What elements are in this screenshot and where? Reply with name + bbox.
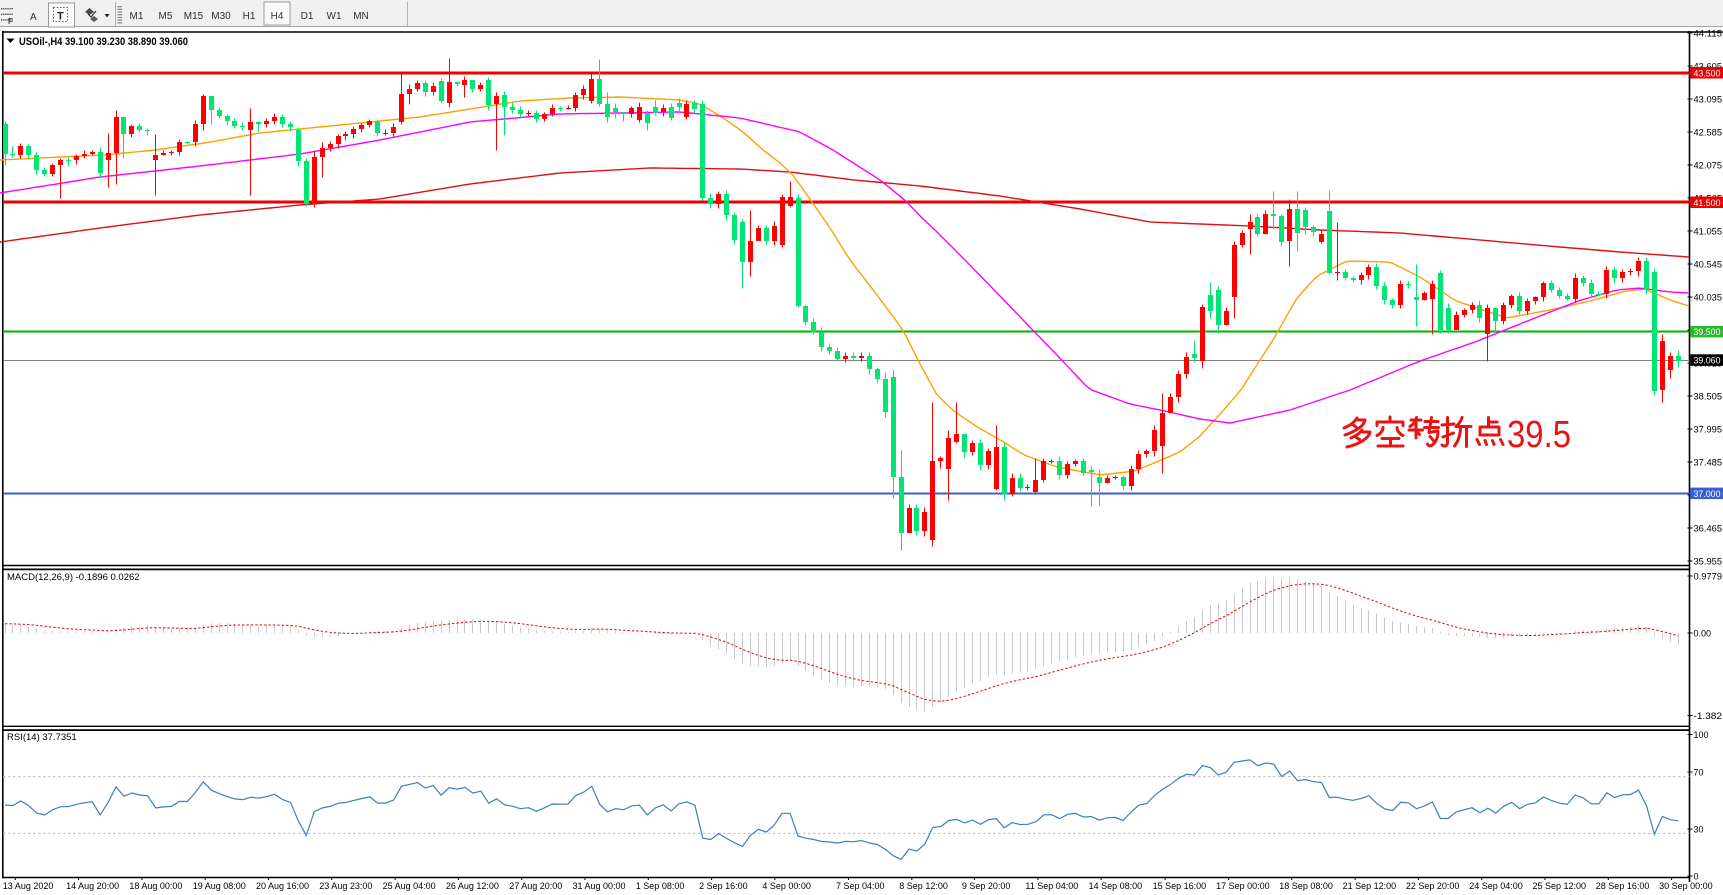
svg-text:40.545: 40.545 [1694, 260, 1723, 270]
svg-text:19 Aug 08:00: 19 Aug 08:00 [193, 881, 246, 891]
svg-text:25 Sep 12:00: 25 Sep 12:00 [1533, 881, 1587, 891]
svg-text:43.095: 43.095 [1694, 95, 1723, 105]
svg-text:100: 100 [1694, 730, 1709, 740]
svg-text:9 Sep 20:00: 9 Sep 20:00 [962, 881, 1011, 891]
svg-text:MACD(12,26,9) -0.1896 0.0262: MACD(12,26,9) -0.1896 0.0262 [7, 572, 140, 583]
svg-text:F: F [8, 17, 13, 26]
svg-text:36.465: 36.465 [1694, 524, 1723, 534]
svg-text:D1: D1 [301, 11, 314, 22]
svg-text:21 Sep 12:00: 21 Sep 12:00 [1343, 881, 1397, 891]
svg-text:39.5: 39.5 [1507, 414, 1571, 456]
svg-text:22 Sep 20:00: 22 Sep 20:00 [1406, 881, 1460, 891]
svg-text:40.035: 40.035 [1694, 293, 1723, 303]
svg-text:0.00: 0.00 [1694, 629, 1712, 639]
svg-text:11 Sep 04:00: 11 Sep 04:00 [1025, 881, 1078, 891]
svg-text:42.585: 42.585 [1694, 128, 1723, 138]
svg-text:41.500: 41.500 [1694, 198, 1721, 208]
svg-text:23 Aug 23:00: 23 Aug 23:00 [319, 881, 372, 891]
svg-text:18 Sep 08:00: 18 Sep 08:00 [1279, 881, 1333, 891]
svg-text:M5: M5 [159, 11, 173, 22]
svg-text:4 Sep 00:00: 4 Sep 00:00 [762, 881, 811, 891]
svg-text:30: 30 [1694, 825, 1704, 835]
svg-text:USOil-,H4 39.100 39.230 38.89: USOil-,H4 39.100 39.230 38.890 39.060 [19, 36, 188, 48]
svg-text:37.000: 37.000 [1694, 489, 1721, 499]
svg-text:0.9779: 0.9779 [1694, 572, 1723, 582]
svg-text:38.505: 38.505 [1694, 392, 1723, 402]
svg-text:15 Sep 16:00: 15 Sep 16:00 [1153, 881, 1207, 891]
svg-text:14 Sep 08:00: 14 Sep 08:00 [1089, 881, 1143, 891]
svg-text:M1: M1 [130, 11, 144, 22]
svg-text:14 Aug 20:00: 14 Aug 20:00 [66, 881, 119, 891]
svg-text:M30: M30 [211, 11, 231, 22]
svg-text:39.060: 39.060 [1694, 356, 1721, 366]
svg-text:24 Sep 04:00: 24 Sep 04:00 [1469, 881, 1523, 891]
svg-text:8 Sep 12:00: 8 Sep 12:00 [899, 881, 948, 891]
svg-text:7 Sep 04:00: 7 Sep 04:00 [836, 881, 885, 891]
svg-text:35.955: 35.955 [1694, 557, 1723, 567]
svg-text:0: 0 [1694, 872, 1699, 882]
svg-text:T: T [57, 11, 64, 23]
svg-text:31 Aug 00:00: 31 Aug 00:00 [573, 881, 626, 891]
svg-text:28 Sep 16:00: 28 Sep 16:00 [1596, 881, 1650, 891]
svg-text:25 Aug 04:00: 25 Aug 04:00 [383, 881, 436, 891]
svg-text:-1.382: -1.382 [1694, 711, 1723, 721]
svg-text:1 Sep 08:00: 1 Sep 08:00 [636, 881, 685, 891]
svg-text:30 Sep 00:00: 30 Sep 00:00 [1659, 881, 1713, 891]
svg-text:37.485: 37.485 [1694, 458, 1723, 468]
svg-text:MN: MN [353, 11, 369, 22]
svg-text:41.055: 41.055 [1694, 227, 1723, 237]
svg-text:18 Aug 00:00: 18 Aug 00:00 [129, 881, 182, 891]
svg-text:37.995: 37.995 [1694, 425, 1723, 435]
svg-text:A: A [30, 12, 37, 23]
svg-text:17 Sep 00:00: 17 Sep 00:00 [1216, 881, 1270, 891]
svg-text:26 Aug 12:00: 26 Aug 12:00 [446, 881, 499, 891]
svg-text:70: 70 [1694, 768, 1704, 778]
svg-text:42.075: 42.075 [1694, 161, 1723, 171]
svg-text:39.500: 39.500 [1694, 327, 1721, 337]
svg-text:27 Aug 20:00: 27 Aug 20:00 [509, 881, 562, 891]
svg-text:H4: H4 [271, 11, 284, 22]
svg-text:W1: W1 [327, 11, 342, 22]
svg-text:44.115: 44.115 [1694, 29, 1723, 39]
svg-text:43.500: 43.500 [1694, 68, 1721, 78]
svg-text:20 Aug 16:00: 20 Aug 16:00 [256, 881, 309, 891]
svg-text:RSI(14) 37.7351: RSI(14) 37.7351 [7, 732, 77, 743]
svg-text:13 Aug 2020: 13 Aug 2020 [3, 881, 54, 891]
svg-text:43.605: 43.605 [1694, 62, 1723, 72]
svg-text:M15: M15 [184, 11, 204, 22]
svg-text:2 Sep 16:00: 2 Sep 16:00 [699, 881, 748, 891]
svg-text:H1: H1 [243, 11, 256, 22]
